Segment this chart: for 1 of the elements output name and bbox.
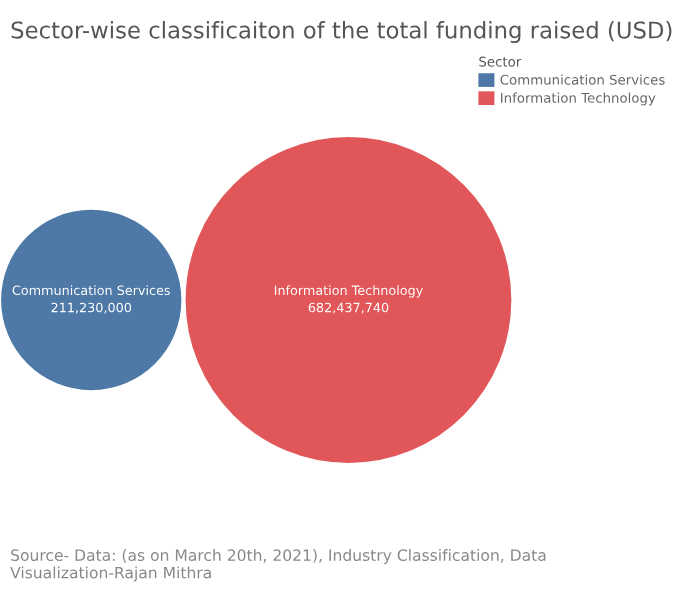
text: Sector-wise classificaiton of the total funding raised (USD): [11, 21, 672, 44]
